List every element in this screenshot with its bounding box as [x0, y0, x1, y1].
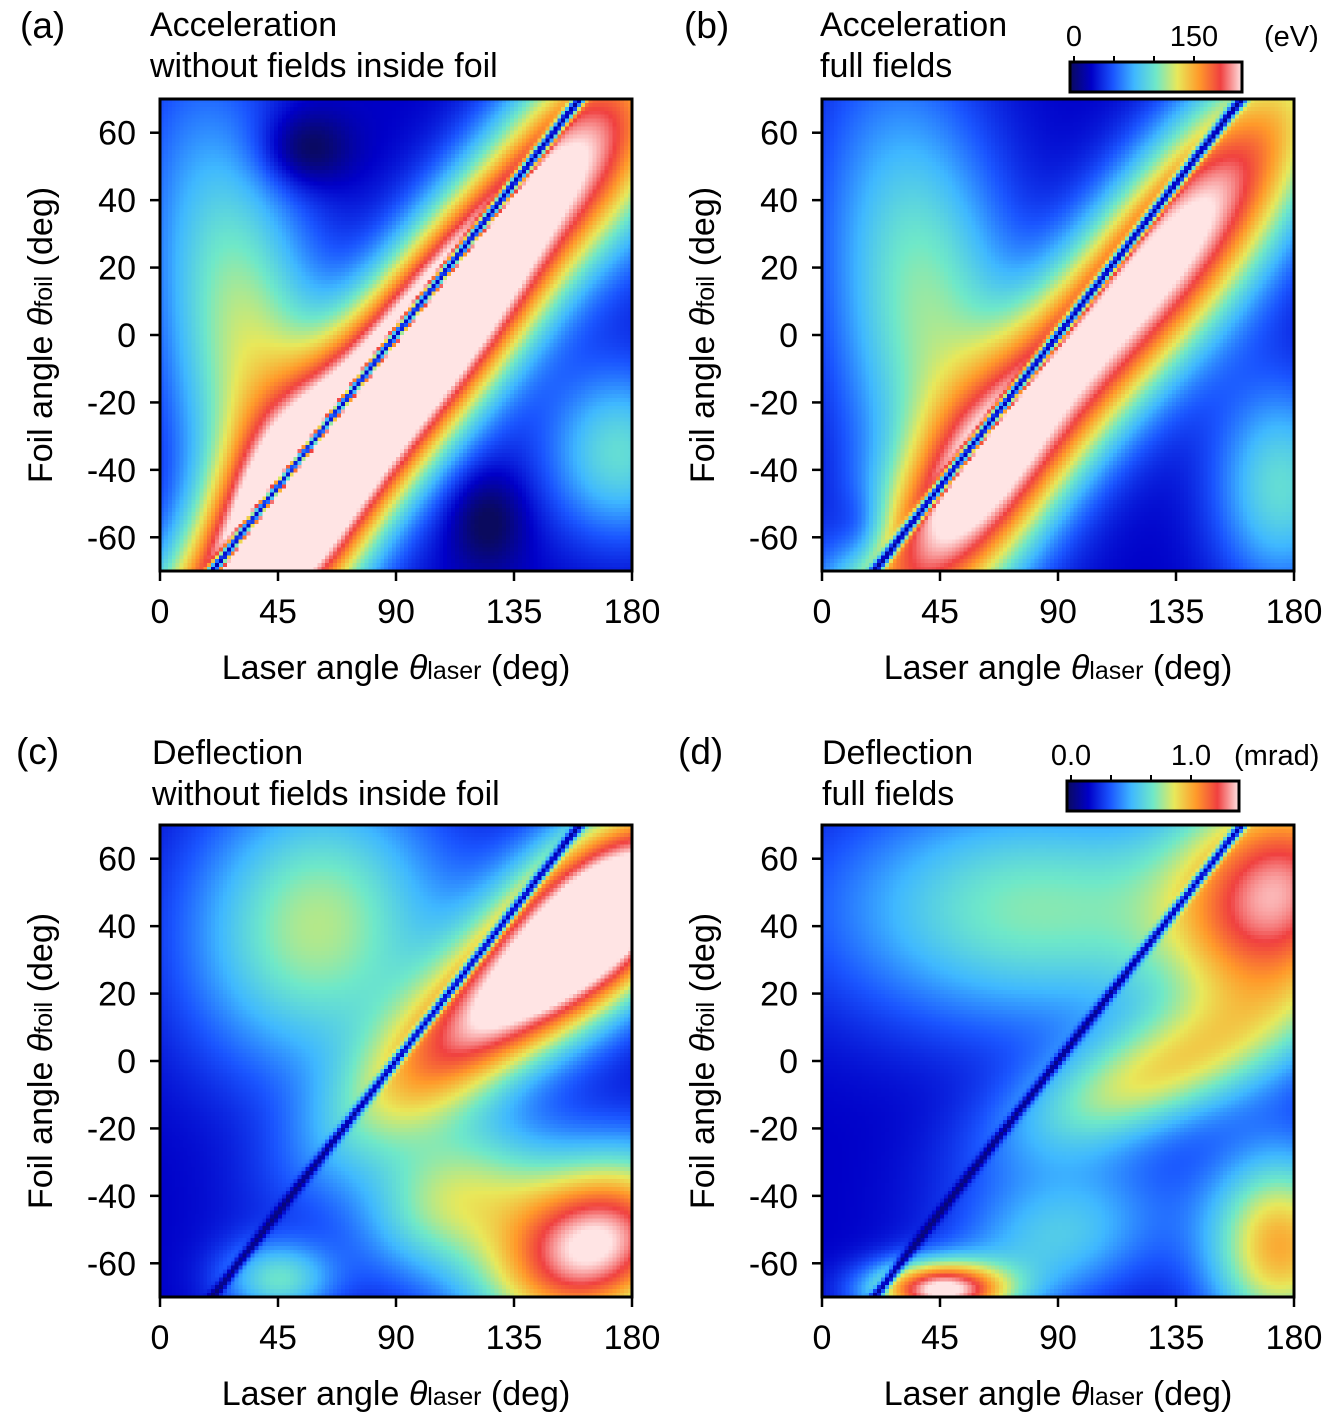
heatmap-image	[160, 825, 632, 1297]
panel-title-line: without fields inside foil	[149, 47, 498, 85]
y-tick-label: -40	[87, 452, 136, 490]
panel-title-line: without fields inside foil	[151, 775, 500, 813]
y-axis-label: Foil angle θfoil (deg)	[684, 187, 722, 483]
y-tick-label: 40	[98, 908, 136, 946]
y-tick-label: 40	[760, 908, 798, 946]
y-tick-label: 40	[760, 182, 798, 220]
x-tick-label: 90	[377, 593, 415, 631]
y-axis-label: Foil angle θfoil (deg)	[22, 187, 60, 483]
y-tick-label: 0	[117, 1043, 136, 1081]
colorbar-unit: (mrad)	[1234, 740, 1319, 772]
y-tick-label: -60	[749, 1245, 798, 1283]
y-tick-label: -20	[87, 384, 136, 422]
y-tick-label: 0	[117, 317, 136, 355]
panel-title-line: Acceleration	[150, 6, 337, 44]
x-tick-label: 0	[151, 593, 170, 631]
x-tick-label: 90	[377, 1319, 415, 1357]
y-tick-label: 60	[98, 115, 136, 153]
x-tick-label: 0	[813, 1319, 832, 1357]
x-tick-label: 90	[1039, 593, 1077, 631]
y-tick-label: -40	[749, 452, 798, 490]
x-tick-label: 135	[1148, 1319, 1205, 1357]
colorbar: 0 150 (eV)	[1066, 21, 1319, 94]
heatmap-image	[822, 99, 1294, 571]
x-tick-label: 0	[813, 593, 832, 631]
y-tick-label: -20	[87, 1110, 136, 1148]
panel-letter: (b)	[684, 5, 729, 46]
y-tick-label: 20	[98, 976, 136, 1014]
panel-letter: (d)	[678, 731, 723, 772]
y-tick-label: 60	[760, 841, 798, 879]
x-axis-label: Laser angle θlaser (deg)	[884, 649, 1233, 687]
x-tick-label: 135	[1148, 593, 1205, 631]
panel-title-line: full fields	[822, 775, 954, 813]
panel-title-line: full fields	[820, 47, 952, 85]
colorbar: 0.0 1.0 (mrad)	[1051, 740, 1319, 813]
colorbar-unit: (eV)	[1264, 21, 1319, 53]
x-tick-label: 180	[604, 1319, 661, 1357]
x-tick-label: 45	[259, 1319, 297, 1357]
panel-title-line: Deflection	[822, 734, 973, 772]
x-tick-label: 45	[259, 593, 297, 631]
x-axis-label: Laser angle θlaser (deg)	[222, 1375, 571, 1413]
x-tick-label: 45	[921, 593, 959, 631]
x-tick-label: 180	[604, 593, 661, 631]
y-tick-label: 20	[98, 250, 136, 288]
y-tick-label: 0	[779, 1043, 798, 1081]
x-axis-label: Laser angle θlaser (deg)	[222, 649, 571, 687]
y-axis-label: Foil angle θfoil (deg)	[684, 913, 722, 1209]
colorbar-gradient	[1068, 60, 1244, 94]
heatmap-image	[160, 99, 632, 571]
x-tick-label: 45	[921, 1319, 959, 1357]
colorbar-max-label: 150	[1170, 21, 1218, 53]
colorbar-max-label: 1.0	[1171, 740, 1211, 772]
x-tick-label: 180	[1266, 1319, 1323, 1357]
colorbar-gradient	[1065, 779, 1241, 813]
y-tick-label: -60	[749, 519, 798, 557]
y-tick-label: 20	[760, 976, 798, 1014]
panel-title-line: Deflection	[152, 734, 303, 772]
y-tick-label: -40	[87, 1178, 136, 1216]
heatmap-image	[822, 825, 1294, 1297]
x-tick-label: 90	[1039, 1319, 1077, 1357]
x-tick-label: 135	[486, 593, 543, 631]
y-tick-label: 20	[760, 250, 798, 288]
colorbar-min-label: 0.0	[1051, 740, 1091, 772]
x-tick-label: 180	[1266, 593, 1323, 631]
colorbar-min-label: 0	[1066, 21, 1082, 53]
panel-letter: (c)	[16, 731, 59, 772]
y-tick-label: 60	[98, 841, 136, 879]
y-tick-label: 60	[760, 115, 798, 153]
y-tick-label: -60	[87, 519, 136, 557]
panel-title-line: Acceleration	[820, 6, 1007, 44]
x-tick-label: 135	[486, 1319, 543, 1357]
y-tick-label: 0	[779, 317, 798, 355]
y-tick-label: -20	[749, 384, 798, 422]
y-tick-label: 40	[98, 182, 136, 220]
x-tick-label: 0	[151, 1319, 170, 1357]
y-tick-label: -60	[87, 1245, 136, 1283]
x-axis-label: Laser angle θlaser (deg)	[884, 1375, 1233, 1413]
y-axis-label: Foil angle θfoil (deg)	[22, 913, 60, 1209]
y-tick-label: -20	[749, 1110, 798, 1148]
panel-letter: (a)	[20, 5, 65, 46]
y-tick-label: -40	[749, 1178, 798, 1216]
